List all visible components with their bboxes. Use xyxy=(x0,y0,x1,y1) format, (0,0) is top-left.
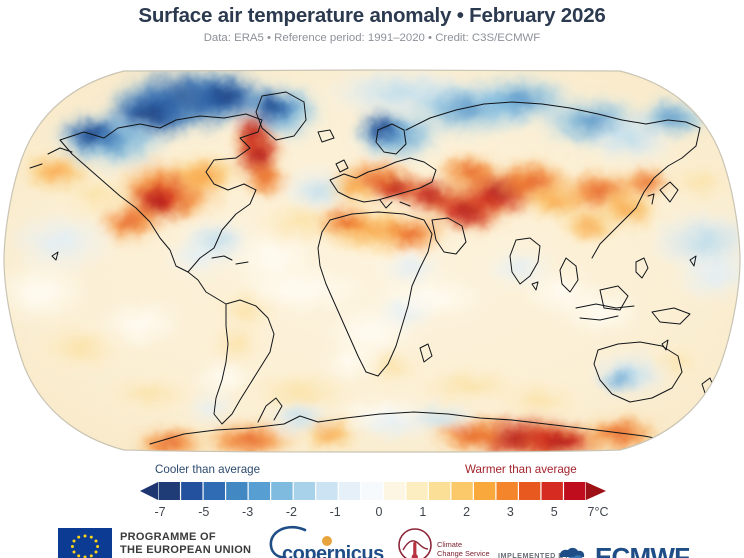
colorbar-cool-label: Cooler than average xyxy=(155,463,261,476)
colorbar-blocks xyxy=(140,482,606,500)
footer-logos: PROGRAMME OF THE EUROPEAN UNION copernic… xyxy=(0,520,744,558)
c3s-line1: Climate xyxy=(437,540,463,549)
colorbar-tick-labels: -7 -5 -3 -2 -1 0 1 2 3 5 7°C xyxy=(154,505,608,519)
map-frame xyxy=(3,69,741,453)
colorbar-bin xyxy=(406,482,428,500)
colorbar-warm-label: Warmer than average xyxy=(465,463,577,476)
colorbar-tick-label: -5 xyxy=(198,505,209,519)
eu-programme-line2: THE EUROPEAN UNION xyxy=(120,543,252,556)
copernicus-dot-icon xyxy=(322,536,332,546)
colorbar-bin xyxy=(361,482,383,500)
eu-flag-icon xyxy=(58,528,112,558)
colorbar-tick-label: -3 xyxy=(242,505,253,519)
colorbar-tick-label: 0 xyxy=(376,505,383,519)
map-container xyxy=(0,62,744,458)
ecmwf-wordmark: ECMWF xyxy=(595,542,690,558)
colorbar-bin xyxy=(473,482,496,500)
c3s-line2: Change Service xyxy=(437,548,490,558)
colorbar-bin xyxy=(203,482,225,500)
colorbar-bin xyxy=(316,482,338,500)
colorbar-tick-label: -1 xyxy=(330,505,341,519)
colorbar-tick-label: 3 xyxy=(507,505,514,519)
colorbar-tick-label: 1 xyxy=(419,505,426,519)
colorbar-bin xyxy=(226,482,248,500)
coastlines xyxy=(29,91,723,445)
anomaly-field xyxy=(4,70,740,452)
colorbar-bin xyxy=(564,482,586,500)
colorbar-bin xyxy=(451,482,473,500)
colorbar-bin xyxy=(519,482,541,500)
colorbar-scale: -7 -5 -3 -2 -1 0 1 2 3 5 7°C xyxy=(140,482,608,519)
colorbar-bin xyxy=(541,482,563,500)
c3s-logo-icon xyxy=(393,526,437,558)
header: Surface air temperature anomaly • Februa… xyxy=(0,0,744,45)
colorbar: Cooler than average Warmer than average … xyxy=(0,462,744,520)
page-title: Surface air temperature anomaly • Februa… xyxy=(138,4,606,27)
colorbar-bin xyxy=(383,482,406,500)
colorbar-bin xyxy=(496,482,518,500)
eu-programme-text: PROGRAMME OF THE EUROPEAN UNION xyxy=(120,531,251,556)
colorbar-tick-label: 5 xyxy=(551,505,558,519)
eu-programme-line1: PROGRAMME OF xyxy=(120,531,216,543)
colorbar-bin xyxy=(181,482,203,500)
colorbar-endpoint-labels: Cooler than average Warmer than average xyxy=(0,462,744,478)
colorbar-tick-label: 7°C xyxy=(588,505,609,519)
colorbar-tick-label: 2 xyxy=(463,505,470,519)
implemented-by-label: IMPLEMENTED BY xyxy=(498,551,570,558)
ecmwf-mark-icon xyxy=(560,547,585,558)
colorbar-tick-label: -2 xyxy=(286,505,297,519)
copernicus-arc-icon xyxy=(265,524,311,558)
colorbar-under-arrow xyxy=(140,482,158,500)
colorbar-bin xyxy=(248,482,271,500)
colorbar-bin xyxy=(271,482,293,500)
colorbar-bin xyxy=(338,482,361,500)
colorbar-bin xyxy=(428,482,451,500)
colorbar-bin xyxy=(158,482,180,500)
c3s-text: Climate Change Service xyxy=(437,540,490,558)
colorbar-over-arrow xyxy=(586,482,606,500)
page-subtitle: Data: ERA5 • Reference period: 1991–2020… xyxy=(203,32,541,44)
colorbar-tick-label: -7 xyxy=(154,505,165,519)
copernicus-wordmark: copernicus xyxy=(282,543,384,558)
colorbar-bin xyxy=(293,482,316,500)
world-anomaly-map xyxy=(3,69,741,453)
